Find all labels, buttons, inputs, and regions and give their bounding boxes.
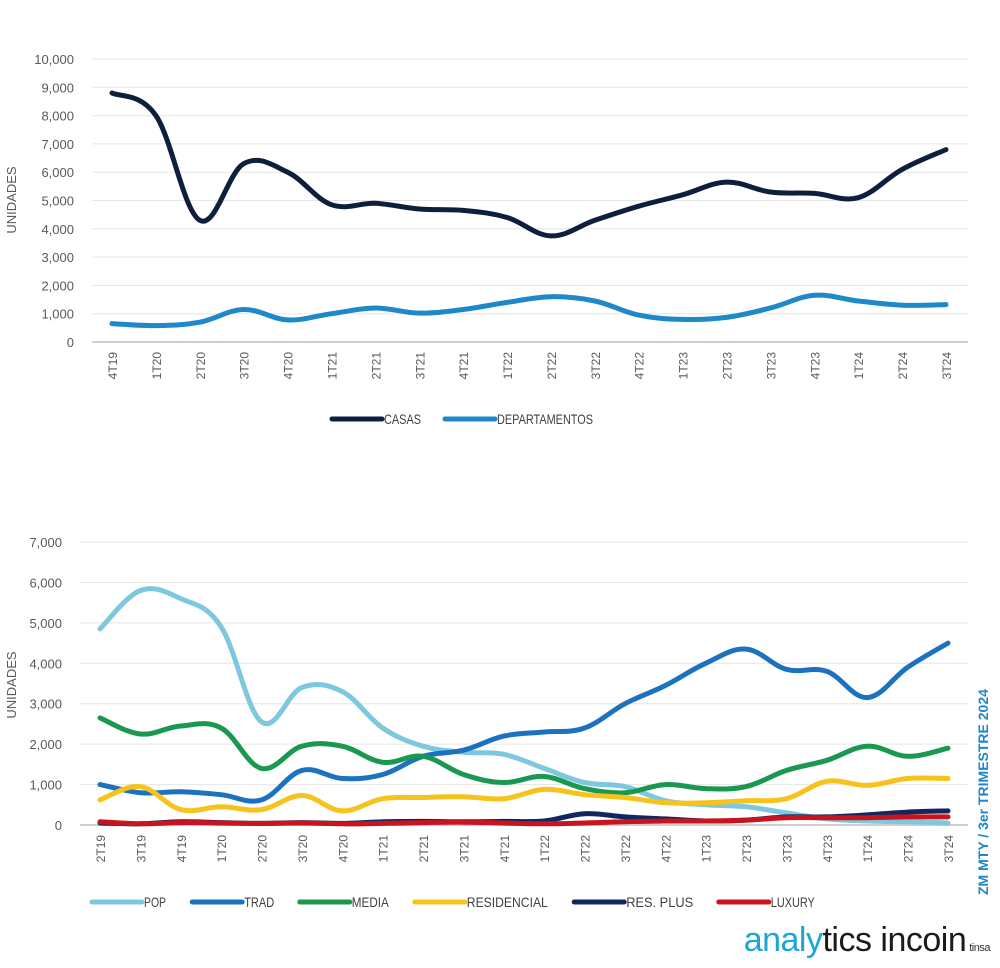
logo-part-analy: analy xyxy=(743,921,823,959)
legend-item: TRAD xyxy=(189,894,274,910)
x-tick-label: 3T22 xyxy=(589,352,603,380)
x-tick-label: 1T23 xyxy=(700,835,714,863)
x-tick-label: 1T24 xyxy=(861,835,875,863)
legend-item: RES. PLUS xyxy=(571,894,693,910)
legend-item: CASAS xyxy=(329,411,421,427)
series-line-media xyxy=(97,715,951,796)
legend-label: LUXURY xyxy=(771,894,816,910)
x-tick-label: 1T21 xyxy=(377,835,391,863)
y-axis-label: UNIDADES xyxy=(4,166,19,234)
x-tick-label: 1T24 xyxy=(852,352,866,380)
x-tick-label: 2T24 xyxy=(896,352,910,380)
x-tick-label: 1T20 xyxy=(150,352,164,380)
x-tick-label: 4T22 xyxy=(659,835,673,863)
x-tick-label: 2T20 xyxy=(256,835,270,863)
y-tick-label: 10,000 xyxy=(34,52,74,67)
y-tick-label: 0 xyxy=(55,818,62,833)
x-tick-label: 4T23 xyxy=(808,352,822,380)
side-label: ZM MTY / 3er TRIMESTRE 2024 xyxy=(975,689,991,895)
y-tick-label: 6,000 xyxy=(41,165,74,180)
x-tick-label: 3T19 xyxy=(134,835,148,863)
x-tick-label: 4T21 xyxy=(498,835,512,863)
y-tick-label: 1,000 xyxy=(41,307,74,322)
y-tick-label: 8,000 xyxy=(41,109,74,124)
legend-label: TRAD xyxy=(244,894,274,910)
series-line-casas xyxy=(109,90,949,239)
x-tick-label: 2T20 xyxy=(194,352,208,380)
chart-unidades-por-segmento: 0 1,000 2,000 3,000 4,000 5,000 6,000 7,000 UNID… xyxy=(4,535,968,910)
x-tick-label: 3T20 xyxy=(296,835,310,863)
legend-item: LUXURY xyxy=(716,894,816,910)
x-tick-label: 3T23 xyxy=(780,835,794,863)
legend-item: RESIDENCIAL xyxy=(412,894,548,910)
series-line-pop xyxy=(97,586,951,826)
x-tick-label: 4T20 xyxy=(336,835,350,863)
logo-part-tics: tics xyxy=(822,921,872,959)
y-axis-label: UNIDADES xyxy=(4,651,19,719)
legend-item: DEPARTAMENTOS xyxy=(442,411,593,427)
x-tick-label: 2T21 xyxy=(369,352,383,380)
x-tick-label: 1T20 xyxy=(215,835,229,863)
x-tick-label: 2T23 xyxy=(740,835,754,863)
legend-label: CASAS xyxy=(384,411,421,427)
chart-unidades-casas-departamentos: 0 1,000 2,000 3,000 4,000 5,000 6,000 7,000 8,00… xyxy=(4,52,968,427)
legend-label: POP xyxy=(144,894,166,910)
series-line-trad xyxy=(97,640,951,804)
legend-label: MEDIA xyxy=(352,894,390,910)
x-tick-label: 4T20 xyxy=(282,352,296,380)
legend-label: RESIDENCIAL xyxy=(467,894,548,910)
y-tick-label: 5,000 xyxy=(41,194,74,209)
logo-by-tinsa: tinsa xyxy=(969,942,990,954)
x-tick-label: 4T23 xyxy=(821,835,835,863)
legend-label: DEPARTAMENTOS xyxy=(497,411,593,427)
y-tick-label: 7,000 xyxy=(29,535,62,550)
x-tick-label: 4T19 xyxy=(175,835,189,863)
y-tick-label: 4,000 xyxy=(29,656,62,671)
legend-label: RES. PLUS xyxy=(626,894,693,910)
x-tick-label: 3T24 xyxy=(942,835,956,863)
x-tick-label: 4T22 xyxy=(633,352,647,380)
x-tick-label: 1T23 xyxy=(677,352,691,380)
x-tick-label: 4T21 xyxy=(457,352,471,380)
series-line-residencial xyxy=(97,775,951,814)
x-tick-label: 3T22 xyxy=(619,835,633,863)
x-tick-label: 3T23 xyxy=(764,352,778,380)
y-tick-label: 3,000 xyxy=(29,697,62,712)
y-tick-label: 4,000 xyxy=(41,222,74,237)
y-tick-label: 7,000 xyxy=(41,137,74,152)
y-tick-label: 0 xyxy=(67,335,74,350)
x-tick-label: 2T23 xyxy=(721,352,735,380)
x-tick-label: 3T21 xyxy=(413,352,427,380)
y-tick-label: 9,000 xyxy=(41,80,74,95)
y-tick-label: 1,000 xyxy=(29,778,62,793)
x-tick-label: 3T21 xyxy=(457,835,471,863)
x-tick-label: 2T22 xyxy=(545,352,559,380)
x-tick-label: 2T22 xyxy=(579,835,593,863)
logo-part-incoin: incoin xyxy=(871,921,967,959)
x-tick-label: 3T20 xyxy=(238,352,252,380)
x-tick-label: 1T22 xyxy=(538,835,552,863)
y-tick-label: 5,000 xyxy=(29,616,62,631)
legend-item: MEDIA xyxy=(297,894,390,910)
x-tick-label: 1T21 xyxy=(325,352,339,380)
series-line-departamentos xyxy=(109,292,949,329)
analytics-incoin-logo: analytics incoin tinsa xyxy=(743,921,991,960)
x-tick-label: 3T24 xyxy=(940,352,954,380)
legend-item: POP xyxy=(89,894,166,910)
x-tick-label: 1T22 xyxy=(501,352,515,380)
x-tick-label: 2T24 xyxy=(902,835,916,863)
y-tick-label: 3,000 xyxy=(41,250,74,265)
x-tick-label: 4T19 xyxy=(106,352,120,380)
x-tick-label: 2T19 xyxy=(94,835,108,863)
series-line-luxury xyxy=(97,814,951,827)
y-tick-label: 2,000 xyxy=(41,278,74,293)
y-tick-label: 2,000 xyxy=(29,737,62,752)
y-tick-label: 6,000 xyxy=(29,575,62,590)
x-tick-label: 2T21 xyxy=(417,835,431,863)
